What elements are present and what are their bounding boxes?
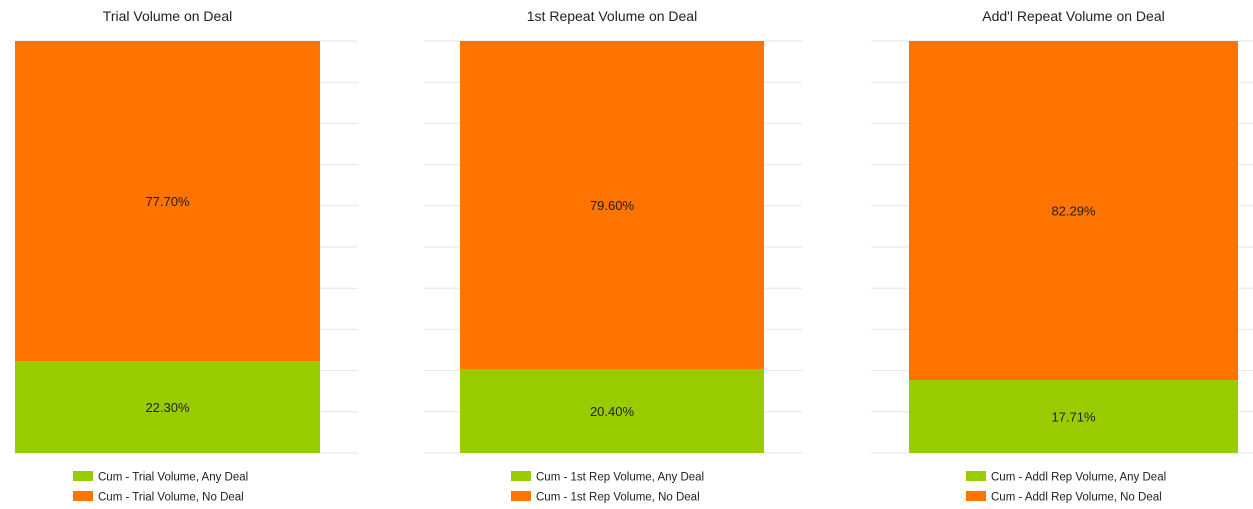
chart-title: 1st Repeat Volume on Deal <box>527 8 697 24</box>
chart-1: Trial Volume on Deal 22.30% 77.70% Cum - Tr… <box>15 8 358 504</box>
legend-swatch <box>966 491 986 501</box>
bar-any-deal <box>15 361 320 453</box>
chart-title: Trial Volume on Deal <box>103 8 232 24</box>
chart-3: Add'l Repeat Volume on Deal 17.71% 82.29% C… <box>871 8 1253 504</box>
legend-swatch <box>511 491 531 501</box>
bar-any-deal <box>909 380 1238 453</box>
legend-label: Cum - 1st Rep Volume, Any Deal <box>536 472 704 484</box>
legend-label: Cum - Addl Rep Volume, No Deal <box>991 492 1162 504</box>
bar-no-deal <box>15 41 320 362</box>
chart-title: Add'l Repeat Volume on Deal <box>982 8 1164 24</box>
legend-swatch <box>73 471 93 481</box>
data-label: 20.40% <box>590 404 635 419</box>
bar-no-deal <box>909 41 1238 381</box>
legend-label: Cum - Trial Volume, Any Deal <box>98 472 248 484</box>
data-label: 79.60% <box>590 198 635 213</box>
data-label: 82.29% <box>1051 204 1096 219</box>
data-label: 77.70% <box>145 194 190 209</box>
data-label: 22.30% <box>145 400 190 415</box>
legend-label: Cum - 1st Rep Volume, No Deal <box>536 492 700 504</box>
chart-2: 1st Repeat Volume on Deal 20.40% 79.60% Cum… <box>424 8 802 504</box>
bar-no-deal <box>460 41 764 369</box>
legend-swatch <box>73 491 93 501</box>
legend-label: Cum - Addl Rep Volume, Any Deal <box>991 472 1166 484</box>
legend-swatch <box>511 471 531 481</box>
legend-label: Cum - Trial Volume, No Deal <box>98 492 244 504</box>
bar-any-deal <box>460 368 764 453</box>
data-label: 17.71% <box>1051 410 1096 425</box>
legend-swatch <box>966 471 986 481</box>
